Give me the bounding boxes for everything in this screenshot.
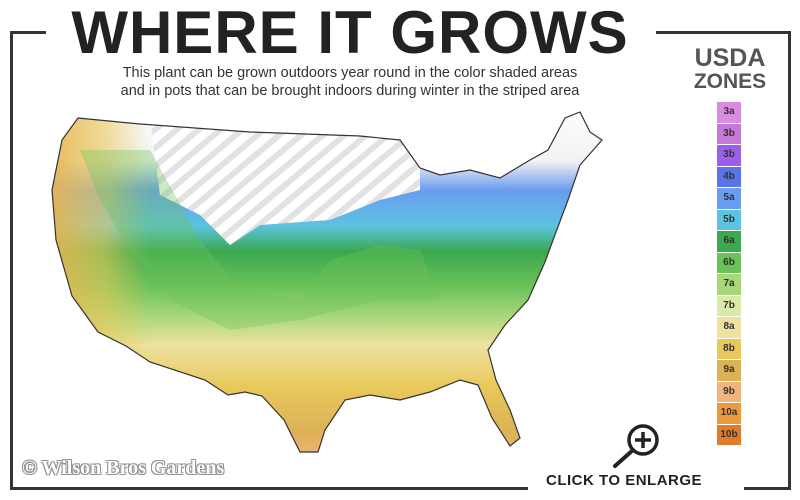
legend-title-zones: ZONES [693,70,767,93]
zone-swatch-4b: 4b [717,166,741,187]
zone-swatch-6a: 6a [717,231,741,252]
zone-swatch-3b: 3b [717,145,741,166]
zone-swatch-10a: 10a [717,403,741,424]
zone-swatch-6b: 6b [717,252,741,273]
zone-swatch-10b: 10b [717,424,741,445]
legend-title-usda: USDA [694,44,766,72]
zone-swatch-3a: 3a [717,102,741,123]
zone-swatch-7b: 7b [717,295,741,316]
frame-right [788,31,791,490]
subtitle-line-1: This plant can be grown outdoors year ro… [122,65,578,81]
frame-top-right [656,31,791,34]
watermark: © Wilson Bros Gardens [22,457,225,479]
zone-swatch-5a: 5a [717,188,741,209]
zone-swatch-7a: 7a [717,274,741,295]
zone-swatch-3b: 3b [717,123,741,144]
subtitle-line-2: and in pots that can be brought indoors … [120,83,580,99]
frame-left [10,31,13,490]
zone-swatch-5b: 5b [717,209,741,230]
zoom-in-magnifier-icon [613,424,659,468]
zone-swatch-8a: 8a [717,317,741,338]
click-to-enlarge-label: CLICK TO ENLARGE [546,472,703,489]
frame-bottom-right [744,487,791,490]
frame-bottom-left [10,487,528,490]
zone-swatch-9b: 9b [717,381,741,402]
page-title: WHERE IT GROWS [71,0,629,66]
zone-legend: 3a 3b 3b 4b 5a 5b 6a 6b 7a 7b 8a 8b 9a 9b 10a 10b [717,102,741,446]
frame-top-left [10,31,46,34]
zone-swatch-8b: 8b [717,338,741,359]
zone-swatch-9a: 9a [717,360,741,381]
legend-title: USDA ZONES [680,46,780,94]
click-to-enlarge-button[interactable]: CLICK TO ENLARGE [540,418,730,493]
